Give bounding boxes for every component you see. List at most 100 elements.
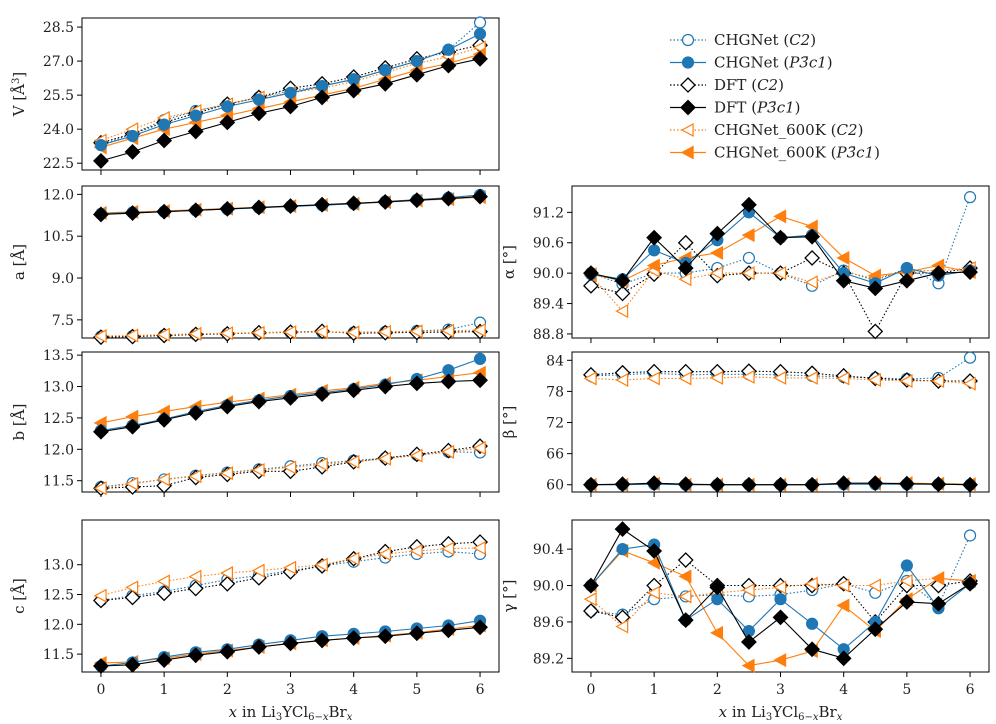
data-point-V-dft_p3 (377, 75, 394, 92)
data-point-gamma-k600_p3 (836, 598, 850, 613)
data-point-gamma-dft_p3 (646, 543, 663, 559)
data-point-b-dft_p3 (472, 372, 488, 389)
series-line-b-dft_p3 (100, 379, 481, 433)
data-point-V-dft_p3 (156, 132, 173, 149)
ylabel-V: V [Å3] (10, 72, 28, 118)
ytick-label-a: 7.5 (52, 313, 74, 329)
legend: CHGNet (C2) CHGNet (P3̄c1) DFT (C2) DFT (P3… (670, 31, 880, 162)
data-point-a-dft_p3 (124, 205, 141, 221)
data-point-beta-chg_c2 (963, 351, 977, 364)
data-point-a-dft_p3 (345, 195, 362, 212)
data-point-gamma-dft_p3 (930, 595, 947, 612)
data-point-c-k600_c2 (93, 588, 107, 603)
xtick-label-c: 5 (412, 682, 421, 698)
data-point-a-k600_c2 (220, 326, 234, 341)
ytick-label-c: 12.5 (43, 588, 74, 604)
data-point-c-dft_p3 (408, 625, 425, 642)
data-point-gamma-k600_c2 (646, 585, 660, 600)
legend-label: DFT (C2) (714, 76, 784, 94)
data-point-gamma-dft_p3 (614, 521, 631, 538)
data-point-alpha-chg_c2 (742, 251, 756, 265)
data-point-V-dft_p3 (345, 82, 362, 99)
data-point-b-k600_c2 (441, 444, 455, 459)
data-point-gamma-k600_c2 (804, 576, 818, 591)
data-point-b-k600_c2 (409, 448, 423, 463)
series-c-k600_c2 (93, 541, 486, 603)
data-point-alpha-k600_p3 (836, 250, 850, 265)
data-point-alpha-k600_c2 (741, 266, 755, 281)
data-point-beta-k600_c2 (899, 374, 913, 389)
legend-label: CHGNet_600K (P3̄c1) (714, 144, 880, 162)
data-point-c-dft_c2 (124, 589, 141, 606)
data-point-gamma-dft_p3 (898, 593, 915, 610)
data-point-V-dft_p3 (472, 50, 488, 67)
data-point-V-chg_p3 (221, 100, 234, 113)
data-point-b-dft_p3 (314, 386, 331, 402)
legend-marker (680, 122, 694, 138)
data-point-alpha-dft_p3 (677, 260, 694, 276)
data-point-V-chg_p3 (379, 64, 392, 77)
data-point-gamma-dft_p3 (772, 609, 789, 626)
series-a-k600_c2 (93, 323, 486, 344)
ytick-label-c: 11.5 (43, 647, 74, 663)
data-point-beta-dft_p3 (867, 475, 884, 492)
data-point-a-dft_p3 (472, 188, 488, 205)
xtick-label-gamma: 5 (902, 682, 911, 698)
data-point-V-chg_p3 (473, 27, 487, 40)
ytick-label-b: 13.5 (43, 348, 74, 364)
xlabel-gamma: x in Li3YCl6−xBrx (719, 703, 843, 723)
xtick-label-gamma: 0 (586, 682, 595, 698)
ytick-label-beta: 72 (546, 416, 564, 432)
ytick-label-gamma: 89.6 (533, 615, 564, 631)
data-point-c-dft_p3 (156, 652, 173, 668)
data-point-c-dft_p3 (282, 635, 299, 652)
data-point-b-k600_c2 (93, 481, 107, 496)
panel-alpha: 88.8 89.4 90.0 90.6 91.2 α [°] (500, 185, 990, 343)
ytick-label-V: 27.0 (43, 54, 74, 70)
data-point-c-dft_c2 (187, 580, 204, 597)
data-point-V-dft_p3 (440, 57, 457, 74)
ytick-label-a: 10.5 (43, 229, 74, 245)
data-point-b-dft_p3 (93, 423, 109, 440)
data-point-b-dft_p3 (124, 418, 141, 435)
ytick-label-alpha: 90.6 (533, 236, 564, 252)
data-point-alpha-dft_p3 (583, 265, 599, 282)
data-point-gamma-dft_p3 (804, 641, 821, 658)
data-point-c-dft_p3 (250, 639, 267, 655)
data-point-V-dft_p3 (187, 123, 204, 140)
data-point-V-chg_p3 (94, 138, 108, 152)
data-point-gamma-dft_p3 (740, 634, 757, 650)
data-point-beta-dft_p3 (740, 476, 757, 493)
series-beta-dft_p3 (583, 475, 978, 493)
data-point-b-dft_p3 (408, 375, 425, 392)
data-point-c-k600_c2 (220, 566, 234, 581)
data-point-alpha-dft_c2 (614, 285, 631, 302)
data-point-gamma-k600_c2 (583, 592, 597, 607)
data-point-gamma-dft_c2 (583, 603, 599, 619)
xtick-label-gamma: 1 (650, 682, 659, 698)
xtick-label-c: 6 (476, 682, 485, 698)
legend-item-dft_p3: DFT (P3̄c1) (670, 99, 801, 117)
data-point-V-dft_p3 (219, 114, 236, 131)
data-point-gamma-k600_p3 (710, 625, 724, 640)
data-point-gamma-dft_p3 (677, 612, 694, 629)
xtick-label-gamma: 2 (713, 682, 722, 698)
series-gamma-chg_p3 (584, 538, 977, 656)
data-point-b-k600_c2 (314, 457, 328, 472)
data-point-b-k600_c2 (346, 454, 360, 469)
xtick-label-c: 4 (349, 682, 358, 698)
data-point-c-k600_c2 (156, 574, 170, 589)
data-point-alpha-k600_c2 (773, 266, 787, 281)
data-point-alpha-dft_c2 (804, 250, 821, 266)
data-point-alpha-dft_p3 (709, 225, 726, 242)
ytick-label-alpha: 90.0 (533, 266, 564, 282)
data-point-a-k600_c2 (188, 326, 202, 341)
data-point-gamma-dft_p3 (709, 579, 726, 596)
series-gamma-dft_p3 (583, 521, 978, 667)
ytick-label-a: 12.0 (43, 187, 74, 203)
ytick-label-b: 12.5 (43, 411, 74, 427)
data-point-c-dft_c2 (156, 585, 173, 602)
data-point-b-dft_p3 (377, 378, 394, 395)
ytick-label-beta: 60 (546, 478, 564, 494)
legend-label: CHGNet_600K (C2) (714, 121, 863, 139)
